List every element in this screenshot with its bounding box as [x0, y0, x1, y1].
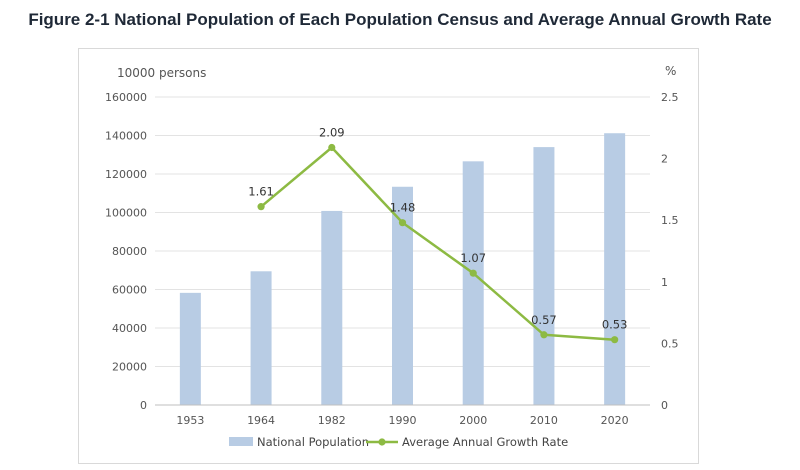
- growth-rate-line: [260, 146, 615, 341]
- line-series: 1.61 2.09 1.48 1.07 0.57 0.53: [248, 126, 627, 344]
- x-tick-label: 2020: [601, 414, 629, 427]
- legend-marker-growth-rate: [378, 438, 386, 446]
- data-label: 1.07: [460, 251, 486, 265]
- bar: [179, 292, 201, 405]
- y-left-tick-label: 100000: [105, 207, 147, 220]
- x-tick-label: 1953: [176, 414, 204, 427]
- legend-label-growth-rate: Average Annual Growth Rate: [402, 435, 568, 449]
- bar: [462, 161, 484, 405]
- bar: [321, 210, 343, 405]
- x-tick-label: 2000: [459, 414, 487, 427]
- y-left-tick-label: 120000: [105, 168, 147, 181]
- y-left-tick-label: 140000: [105, 130, 147, 143]
- y-right-tick-label: 1: [661, 276, 668, 289]
- y-right-tick-label: 0.5: [661, 337, 679, 350]
- data-point: [398, 219, 407, 227]
- y-left-tick-label: 160000: [105, 91, 147, 104]
- bar: [250, 271, 272, 405]
- y-left-tick-label: 0: [140, 399, 147, 412]
- data-point: [611, 336, 619, 344]
- bar: [392, 186, 413, 405]
- legend-label-national-population: National Population: [257, 435, 369, 449]
- y-left-axis-label: 10000 persons: [117, 66, 206, 80]
- data-point: [469, 269, 477, 277]
- x-tick-label: 1964: [247, 414, 275, 427]
- data-label: 1.48: [390, 201, 416, 215]
- data-point: [540, 331, 548, 339]
- bar: [533, 147, 555, 406]
- data-label: 2.09: [319, 126, 345, 140]
- data-point: [257, 203, 265, 211]
- y-right-tick-label: 0: [661, 399, 668, 412]
- x-tick-label: 1990: [389, 414, 417, 427]
- data-label: 1.61: [248, 185, 274, 199]
- data-label: 0.57: [531, 313, 557, 327]
- chart-title: Figure 2-1 National Population of Each P…: [28, 10, 772, 29]
- x-tick-label: 2010: [530, 414, 558, 427]
- axes: 10000 persons % 020000400006000080000100…: [105, 64, 679, 427]
- y-left-tick-label: 60000: [112, 284, 147, 297]
- x-tick-label: 1982: [318, 414, 346, 427]
- legend-swatch-national-population: [229, 437, 253, 446]
- y-left-tick-label: 20000: [112, 361, 147, 374]
- data-point: [328, 143, 336, 152]
- y-left-tick-label: 40000: [112, 322, 147, 335]
- y-right-axis-label: %: [665, 64, 676, 78]
- y-right-tick-label: 1.5: [661, 214, 679, 227]
- legend: National Population Average Annual Growt…: [229, 435, 568, 449]
- y-left-tick-label: 80000: [112, 245, 147, 258]
- bar: [604, 133, 626, 405]
- y-right-tick-label: 2: [661, 153, 668, 166]
- data-label: 0.53: [602, 318, 628, 332]
- y-right-tick-label: 2.5: [661, 91, 679, 104]
- bar-series: [179, 133, 626, 406]
